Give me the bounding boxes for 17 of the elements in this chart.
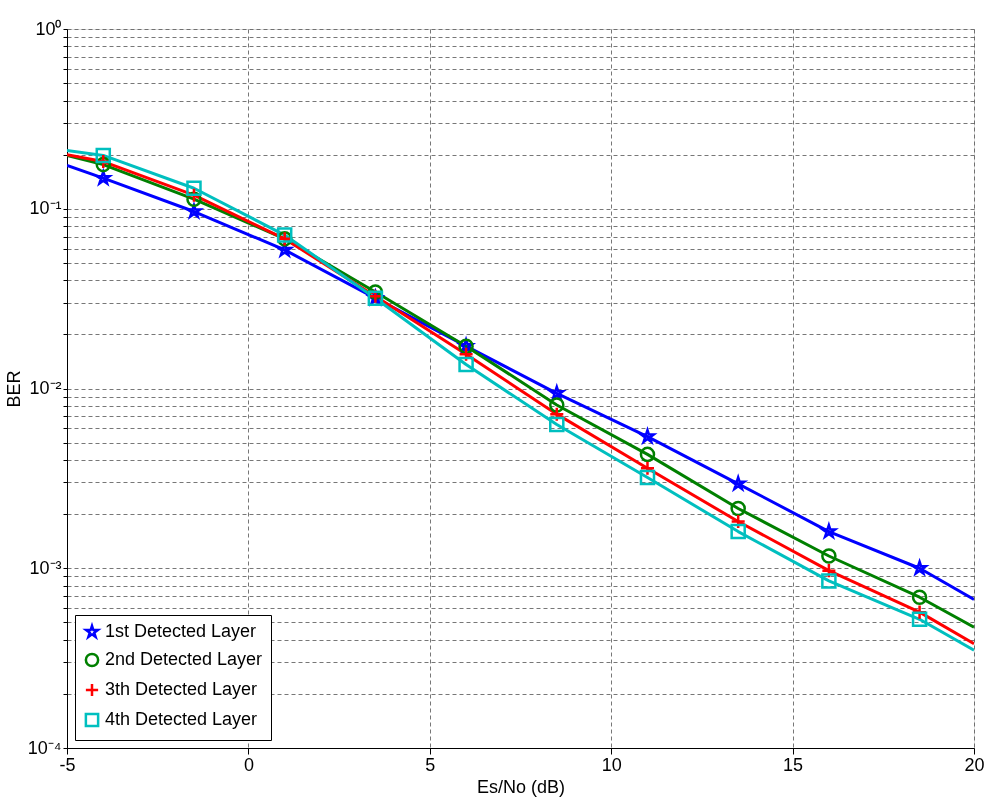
legend-label: 3th Detected Layer — [105, 679, 258, 699]
x-tick-label: 15 — [783, 754, 804, 775]
x-tick-label: 10 — [601, 754, 622, 775]
y-tick-label: 10⁻³ — [29, 557, 62, 578]
y-axis-title: BER — [3, 370, 24, 408]
x-axis-title: Es/No (dB) — [476, 776, 566, 797]
x-tick-label: -5 — [59, 754, 76, 775]
y-tick-label: 10⁻¹ — [29, 198, 62, 219]
y-tick-label: 10⁻² — [29, 378, 62, 398]
legend-label: 2nd Detected Layer — [105, 649, 263, 669]
legend-label: 1st Detected Layer — [105, 621, 257, 641]
x-tick-label: 20 — [964, 754, 985, 775]
legend-label: 4th Detected Layer — [105, 709, 258, 729]
y-tick-label: 10⁰ — [35, 18, 62, 39]
x-tick-label: 5 — [425, 754, 436, 775]
x-tick-label: 0 — [243, 754, 254, 775]
y-tick-label: 10⁻⁴ — [27, 737, 62, 758]
